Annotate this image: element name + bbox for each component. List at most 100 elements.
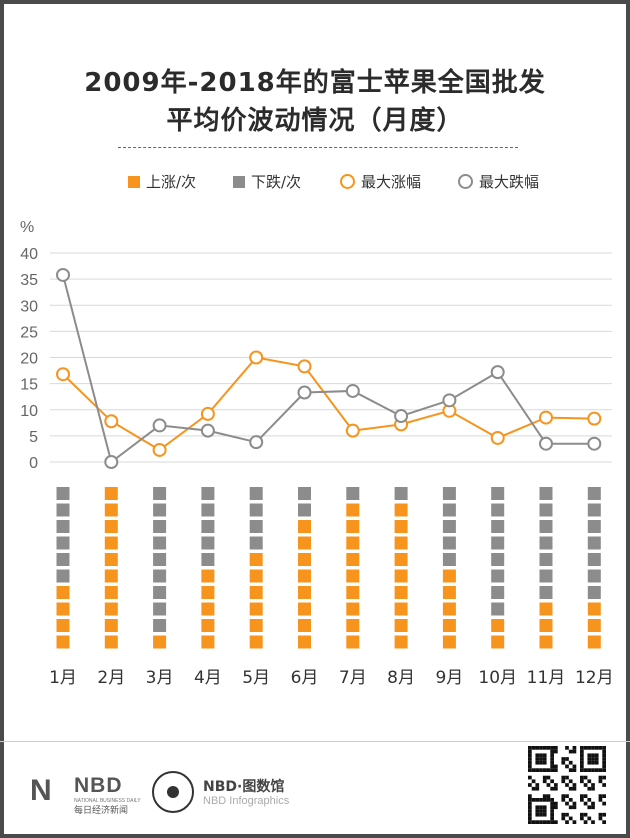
point-max-fall — [539, 436, 553, 451]
qr-module — [528, 760, 532, 765]
qr-module — [568, 760, 573, 765]
qr-module — [561, 794, 566, 798]
count-cell-up — [346, 536, 360, 550]
qr-module — [602, 801, 606, 806]
qr-module — [554, 783, 558, 787]
qr-module — [535, 786, 540, 791]
qr-module — [602, 812, 606, 817]
qr-module — [535, 783, 540, 787]
qr-module — [550, 805, 554, 810]
y-tick-label: 0 — [29, 455, 38, 472]
count-cell-down — [249, 487, 263, 500]
qr-module — [580, 749, 584, 754]
qr-module — [554, 801, 558, 806]
count-cell-down — [56, 487, 70, 500]
count-cell-down — [491, 536, 505, 550]
qr-module — [594, 768, 599, 772]
count-cell-down — [201, 520, 215, 533]
qr-module — [554, 805, 558, 810]
count-cell-up — [298, 569, 311, 583]
qr-module — [539, 757, 543, 761]
qr-module — [602, 794, 606, 798]
count-cell-up — [587, 635, 601, 649]
count-cell-up — [201, 602, 215, 616]
qr-module — [565, 801, 569, 806]
count-cell-up — [491, 635, 505, 649]
count-cell-down — [249, 536, 263, 550]
qr-module — [542, 768, 547, 772]
title-divider — [118, 147, 518, 148]
qr-module — [539, 768, 543, 772]
qr-module — [561, 812, 566, 817]
qr-module — [546, 775, 551, 780]
y-tick-label: 15 — [20, 377, 38, 394]
qr-module — [598, 798, 603, 802]
count-cell-down — [153, 553, 167, 566]
qr-module — [565, 812, 569, 817]
qr-module — [546, 794, 551, 798]
qr-module — [542, 779, 547, 784]
count-cell-down — [153, 602, 167, 616]
point-max-rise — [56, 367, 70, 382]
point-max-fall — [490, 365, 505, 380]
qr-module — [554, 820, 558, 824]
qr-module — [561, 775, 566, 780]
count-cell-up — [346, 619, 360, 632]
count-cell-down — [153, 520, 167, 533]
qr-module — [550, 764, 554, 769]
qr-module — [580, 757, 584, 761]
count-cell-up — [491, 619, 505, 632]
count-cell-up — [394, 520, 408, 533]
qr-module — [580, 760, 584, 765]
qr-module — [568, 816, 573, 821]
qr-module — [528, 746, 532, 750]
qr-module — [572, 805, 577, 810]
point-max-fall — [56, 267, 70, 282]
qr-module — [531, 768, 536, 772]
count-cell-down — [153, 569, 167, 583]
count-cell-down — [539, 586, 553, 599]
count-cell-down — [587, 586, 601, 599]
qr-module — [561, 760, 566, 765]
infographics-logo-icon — [152, 771, 194, 813]
count-cell-up — [153, 635, 167, 649]
count-cell-up — [394, 503, 408, 517]
qr-module — [528, 749, 532, 754]
qr-module — [602, 768, 606, 772]
count-cell-down — [56, 536, 70, 550]
qr-module — [531, 820, 536, 824]
qr-module — [591, 760, 595, 765]
series-line-max-rise — [62, 356, 595, 452]
count-cell-down — [491, 553, 505, 566]
qr-module — [542, 746, 547, 750]
qr-module — [565, 775, 569, 780]
count-cell-up — [249, 586, 263, 599]
count-cell-down — [201, 553, 215, 566]
count-cell-down — [56, 553, 70, 566]
point-max-fall — [587, 436, 602, 451]
count-cell-down — [587, 503, 601, 517]
legend-swatch-down — [233, 175, 245, 188]
legend-label-up-count: 上涨/次 — [146, 173, 197, 191]
qr-module — [539, 798, 543, 802]
count-cell-up — [298, 536, 311, 550]
qr-module — [542, 820, 547, 824]
count-cell-up — [346, 503, 360, 517]
count-cell-up — [346, 586, 360, 599]
count-cell-down — [56, 503, 70, 517]
qr-module — [587, 816, 592, 821]
qr-module — [591, 753, 595, 758]
count-cell-up — [394, 586, 408, 599]
qr-module — [602, 749, 606, 754]
x-tick-label: 1月 — [49, 668, 77, 688]
count-cell-up — [56, 619, 70, 632]
qr-module — [531, 779, 536, 784]
qr-module — [542, 760, 547, 765]
count-cell-up — [249, 602, 263, 616]
count-cell-down — [491, 569, 505, 583]
qr-module — [572, 749, 577, 754]
qr-module — [539, 809, 543, 813]
qr-module — [580, 779, 584, 784]
qr-module — [561, 816, 566, 821]
count-cell-down — [539, 536, 553, 550]
